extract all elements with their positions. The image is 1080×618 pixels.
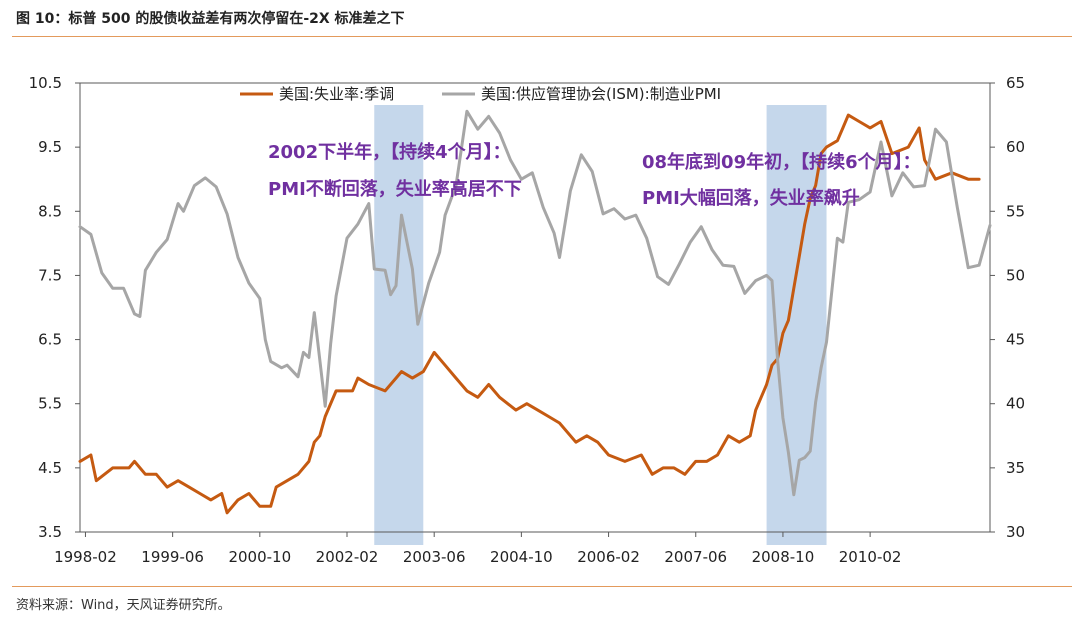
y-left-tick-label: 9.5 [38,138,62,156]
y-left-tick-label: 3.5 [38,523,62,541]
annotation-2008-line-1: 08年底到09年初，【持续6个月】： [642,151,921,173]
x-tick-label: 2000-10 [228,548,291,566]
footer-divider [12,586,1072,587]
y-left-tick-label: 10.5 [29,74,62,92]
legend-label-unemployment: 美国:失业率:季调 [279,85,394,103]
shaded-period-1 [374,105,424,545]
y-right-tick-label: 35 [1006,459,1025,477]
x-tick-label: 1998-02 [54,548,117,566]
x-tick-label: 2007-06 [664,548,727,566]
chart-series [78,109,992,515]
source-note: 资料来源：Wind，天风证券研究所。 [16,598,231,613]
pmi-line [78,109,992,497]
annotation-2002-line-1: 2002下半年，【持续4个月】： [268,141,511,163]
figure-title: 图 10：标普 500 的股债收益差有两次停留在-2X 标准差之下 [16,11,405,27]
annotation-2002-line-2: PMI不断回落，失业率高居不下 [268,178,522,200]
y-left-tick-label: 5.5 [38,395,62,413]
x-tick-label: 2003-06 [403,548,466,566]
y-left-tick-label: 6.5 [38,331,62,349]
y-right-tick-label: 45 [1006,331,1025,349]
y-right-tick-label: 60 [1006,138,1025,156]
legend-label-pmi: 美国:供应管理协会(ISM):制造业PMI [481,85,721,103]
chart-annotations: 2002下半年，【持续4个月】： PMI不断回落，失业率高居不下 08年底到09… [268,141,921,209]
x-tick-label: 1999-06 [141,548,204,566]
y-right-tick-label: 40 [1006,395,1025,413]
x-tick-label: 2002-02 [316,548,379,566]
dual-axis-line-chart: 3.5 4.5 5.5 6.5 7.5 8.5 9.5 10.5 30 35 40 45 50 55 60 6… [29,74,1026,566]
x-tick-label: 2010-02 [839,548,902,566]
y-left-tick-label: 7.5 [38,266,62,284]
x-tick-label: 2004-10 [490,548,553,566]
annotation-2008-line-2: PMI大幅回落，失业率飙升 [642,187,860,209]
unemployment-rate-line [78,113,981,515]
chart-axes: 3.5 4.5 5.5 6.5 7.5 8.5 9.5 10.5 30 35 40 45 50 55 60 6… [29,74,1026,566]
header-divider [12,36,1072,37]
y-right-tick-label: 30 [1006,523,1025,541]
x-tick-label: 2008-10 [752,548,815,566]
y-right-tick-label: 65 [1006,74,1025,92]
x-tick-label: 2006-02 [577,548,640,566]
plot-frame [79,82,991,533]
y-right-tick-label: 55 [1006,202,1025,220]
y-right-tick-label: 50 [1006,266,1025,284]
y-left-tick-label: 4.5 [38,459,62,477]
y-left-tick-label: 8.5 [38,202,62,220]
chart-legend: 美国:失业率:季调 美国:供应管理协会(ISM):制造业PMI [240,85,721,103]
